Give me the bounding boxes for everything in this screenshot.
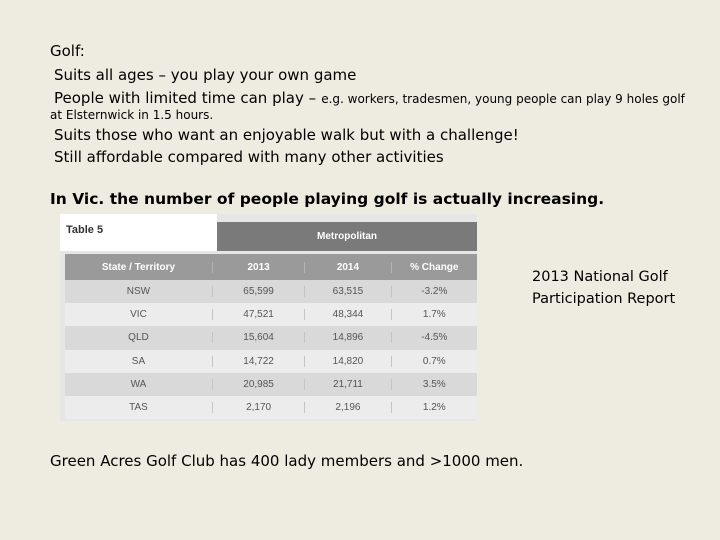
statement-vic-increasing: In Vic. the number of people playing gol… bbox=[50, 190, 605, 208]
table-cell: 0.7% bbox=[390, 355, 477, 367]
table-cell: 65,599 bbox=[211, 286, 304, 298]
table-cell: 2,170 bbox=[211, 402, 304, 414]
table-row: SA 14,722 14,820 0.7% bbox=[65, 349, 477, 373]
table-cell: 63,515 bbox=[304, 286, 390, 298]
table-caption: Table 5 bbox=[60, 214, 217, 251]
table-row: TAS 2,170 2,196 1.2% bbox=[65, 395, 477, 420]
table-column-header: 2014 bbox=[304, 261, 390, 273]
participation-table-image: Table 5 Metropolitan State / Territory 20… bbox=[60, 214, 477, 421]
table-cell: 48,344 bbox=[304, 309, 390, 321]
table-cell: 3.5% bbox=[390, 378, 477, 390]
table-cell: WA bbox=[130, 378, 147, 390]
table-cell: 1.7% bbox=[390, 309, 477, 321]
table-body: State / Territory 2013 2014% Change NSW 65,5… bbox=[65, 254, 477, 420]
table-row: VIC 47,521 48,344 1.7% bbox=[65, 303, 477, 327]
table-caption-text: Table 5 bbox=[66, 224, 104, 236]
source-note: 2013 National Golf Participation Report bbox=[532, 269, 676, 307]
table-cell: 2,196 bbox=[304, 402, 390, 414]
bullet-limited-time: People with limited time can play – e.g.… bbox=[54, 88, 685, 107]
table-column-header: 2013 bbox=[211, 261, 304, 273]
table-cell: 21,711 bbox=[304, 378, 390, 390]
bullet-affordable: Still affordable compared with many othe… bbox=[54, 148, 444, 166]
table-cell: -4.5% bbox=[390, 332, 477, 344]
table-cell: 14,820 bbox=[304, 355, 390, 367]
table-column-header: % Change bbox=[390, 261, 477, 273]
table-header-row: State / Territory 2013 2014% Change bbox=[65, 254, 477, 280]
bullet-limited-time-continued: at Elsternwick in 1.5 hours. bbox=[50, 108, 214, 122]
table-cell: VIC bbox=[130, 309, 147, 321]
metropolitan-header: Metropolitan bbox=[217, 222, 477, 251]
table-cell: TAS bbox=[129, 402, 148, 414]
table-cell: 14,722 bbox=[211, 355, 304, 367]
footer-members: Green Acres Golf Club has 400 lady membe… bbox=[50, 452, 524, 470]
table-cell: 1.2% bbox=[390, 402, 477, 414]
heading: Golf: bbox=[50, 42, 85, 60]
table-cell: -3.2% bbox=[390, 286, 477, 298]
table-cell: SA bbox=[131, 355, 146, 367]
table-cell: 15,604 bbox=[211, 332, 304, 344]
table-row: WA 20,985 21,711 3.5% bbox=[65, 372, 477, 396]
bullet-limited-time-main: People with limited time can play – bbox=[54, 89, 317, 107]
bullet-all-ages: Suits all ages – you play your own game bbox=[54, 66, 357, 84]
table-row: NSW 65,599 63,515 -3.2% bbox=[65, 280, 477, 304]
table-column-header: State / Territory bbox=[101, 261, 176, 273]
table-cell: NSW bbox=[126, 286, 151, 298]
bullet-limited-time-detail: e.g. workers, tradesmen, young people ca… bbox=[321, 92, 685, 106]
table-row: QLD 15,604 14,896 -4.5% bbox=[65, 326, 477, 350]
table-cell: 14,896 bbox=[304, 332, 390, 344]
table-cell: 47,521 bbox=[211, 309, 304, 321]
bullet-enjoyable-walk: Suits those who want an enjoyable walk b… bbox=[54, 126, 519, 144]
table-cell: 20,985 bbox=[211, 378, 304, 390]
table-cell: QLD bbox=[128, 332, 149, 344]
